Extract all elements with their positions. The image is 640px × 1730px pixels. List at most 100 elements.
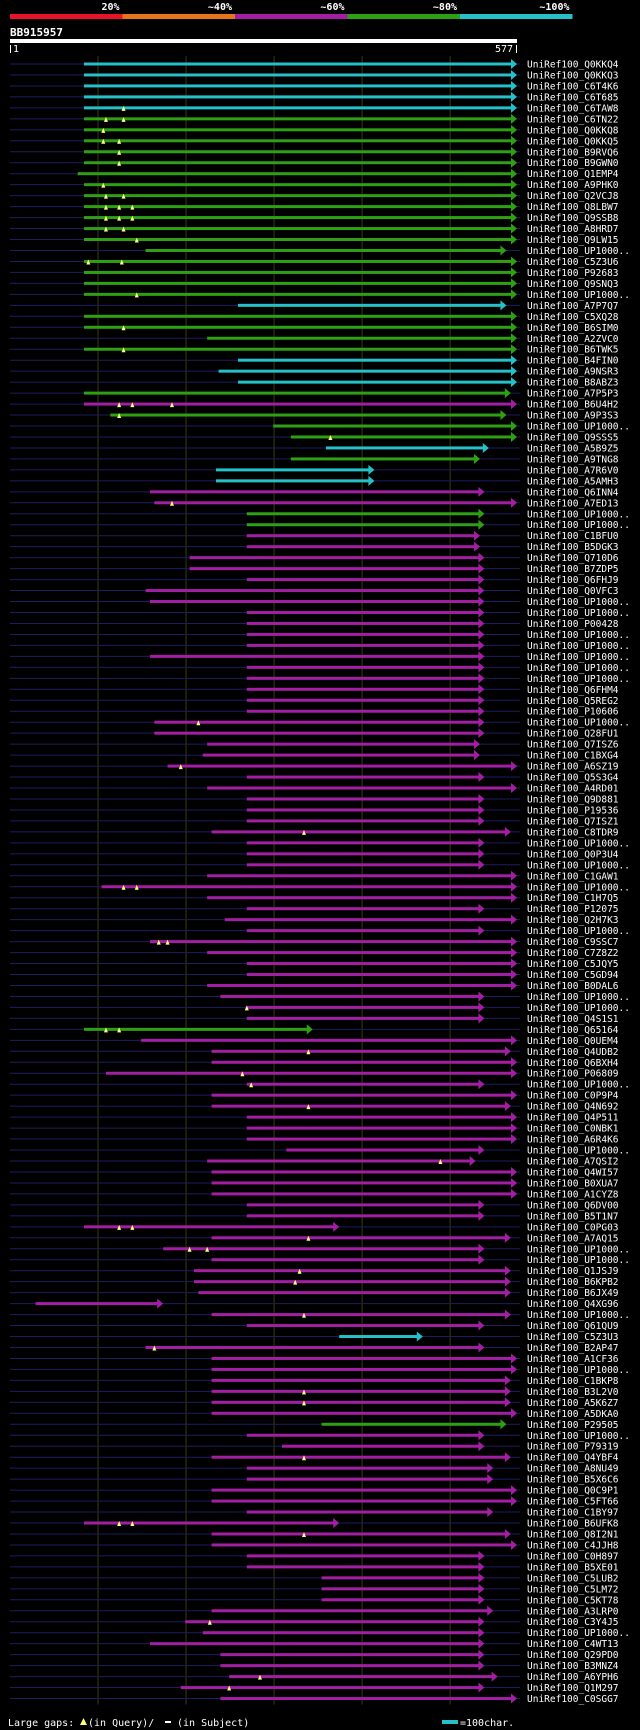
hit-label[interactable]: UniRef100_C0NBK1	[527, 1124, 619, 1135]
hit-label[interactable]: UniRef100_B9RVQ6	[527, 147, 619, 158]
hit-row[interactable]: UniRef100_B5XE01	[10, 1561, 619, 1574]
hit-row[interactable]: UniRef100_A2ZVC0	[10, 333, 619, 345]
hit-label[interactable]: UniRef100_Q6DV00	[527, 1200, 619, 1211]
hit-row[interactable]: UniRef100_Q6FHJ9	[10, 574, 619, 587]
hit-row[interactable]: UniRef100_C5FT66	[10, 1496, 619, 1508]
hit-label[interactable]: UniRef100_C5KT78	[527, 1595, 619, 1606]
hit-row[interactable]: UniRef100_Q9SSB8	[10, 212, 619, 225]
hit-row[interactable]: UniRef100_Q0UEM4	[10, 1035, 619, 1047]
hit-label[interactable]: UniRef100_B2AP47	[527, 1343, 619, 1354]
hit-row[interactable]: UniRef100_C0P9P4	[10, 1090, 619, 1102]
hit-row[interactable]: UniRef100_Q1M297	[10, 1682, 619, 1695]
hit-row[interactable]: UniRef100_Q4XG96	[10, 1298, 619, 1311]
hit-label[interactable]: UniRef100_Q5S3G4	[527, 773, 619, 784]
hit-row[interactable]: UniRef100_Q6FHM4	[10, 684, 619, 696]
hit-label[interactable]: UniRef100_UP1000..	[527, 520, 630, 531]
hit-label[interactable]: UniRef100_C0PG03	[527, 1222, 619, 1233]
hit-label[interactable]: UniRef100_Q1M297	[527, 1683, 619, 1694]
hit-row[interactable]: UniRef100_A7P7Q7	[10, 300, 619, 312]
hit-row[interactable]: UniRef100_A6SZ19	[10, 761, 619, 773]
hit-row[interactable]: UniRef100_B6SIM0	[10, 322, 619, 334]
hit-label[interactable]: UniRef100_B8ABZ3	[527, 378, 619, 389]
hit-row[interactable]: UniRef100_C1H7Q5	[10, 892, 619, 905]
hit-row[interactable]: UniRef100_P10606	[10, 706, 619, 718]
hit-row[interactable]: UniRef100_A4RD01	[10, 783, 619, 795]
hit-label[interactable]: UniRef100_UP1000..	[527, 838, 630, 849]
hit-row[interactable]: UniRef100_UP1000..	[10, 1627, 630, 1640]
hit-label[interactable]: UniRef100_Q4UDB2	[527, 1047, 619, 1058]
hit-row[interactable]: UniRef100_B5T1N7	[10, 1210, 619, 1223]
hit-row[interactable]: UniRef100_B5DGK3	[10, 541, 619, 554]
hit-row[interactable]: UniRef100_B9GWN0	[10, 157, 619, 170]
hit-row[interactable]: UniRef100_A8HRD7	[10, 223, 619, 236]
hit-label[interactable]: UniRef100_Q9SNQ3	[527, 279, 619, 290]
hit-row[interactable]: UniRef100_C7Z8Z2	[10, 947, 619, 960]
hit-label[interactable]: UniRef100_C0H897	[527, 1551, 619, 1562]
hit-row[interactable]: UniRef100_C5JQY5	[10, 958, 619, 971]
hit-row[interactable]: UniRef100_Q9LW15	[10, 234, 619, 247]
hit-row[interactable]: UniRef100_P79319	[10, 1441, 619, 1453]
hit-row[interactable]: UniRef100_C9SSC7	[10, 936, 619, 949]
hit-label[interactable]: UniRef100_Q0C9P1	[527, 1486, 619, 1497]
hit-row[interactable]: UniRef100_UP1000..	[10, 1243, 630, 1256]
hit-label[interactable]: UniRef100_P12075	[527, 904, 619, 915]
hit-row[interactable]: UniRef100_A7AQ15	[10, 1232, 619, 1245]
hit-row[interactable]: UniRef100_C4JJH8	[10, 1539, 619, 1552]
hit-row[interactable]: UniRef100_UP1000..	[10, 673, 630, 685]
hit-label[interactable]: UniRef100_UP1000..	[527, 926, 630, 937]
hit-row[interactable]: UniRef100_UP1000..	[10, 925, 630, 938]
hit-row[interactable]: UniRef100_Q0C9P1	[10, 1485, 619, 1497]
hit-label[interactable]: UniRef100_C1H7Q5	[527, 893, 619, 904]
hit-row[interactable]: UniRef100_C6T685	[10, 91, 619, 104]
hit-row[interactable]: UniRef100_UP1000..	[10, 1145, 630, 1157]
hit-label[interactable]: UniRef100_A6R4K6	[527, 1135, 619, 1146]
hit-row[interactable]: UniRef100_UP1000..	[10, 421, 630, 433]
hit-label[interactable]: UniRef100_P92683	[527, 268, 619, 279]
hit-row[interactable]: UniRef100_UP1000..	[10, 1309, 630, 1322]
hit-label[interactable]: UniRef100_Q4YBF4	[527, 1453, 619, 1464]
hit-label[interactable]: UniRef100_Q7ISZ6	[527, 740, 619, 751]
hit-label[interactable]: UniRef100_Q29PD0	[527, 1650, 619, 1661]
hit-label[interactable]: UniRef100_Q6INN4	[527, 487, 619, 498]
hit-label[interactable]: UniRef100_UP1000..	[527, 597, 630, 608]
hit-row[interactable]: UniRef100_Q9D881	[10, 793, 619, 806]
hit-row[interactable]: UniRef100_Q6DV00	[10, 1199, 619, 1212]
hit-label[interactable]: UniRef100_UP1000..	[527, 652, 630, 663]
hit-label[interactable]: UniRef100_Q4XG96	[527, 1299, 619, 1310]
hit-label[interactable]: UniRef100_Q0P3U4	[527, 849, 619, 860]
hit-row[interactable]: UniRef100_C1BKP8	[10, 1375, 619, 1387]
hit-label[interactable]: UniRef100_UP1000..	[527, 1244, 630, 1255]
hit-row[interactable]: UniRef100_UP1000..	[10, 596, 630, 609]
hit-label[interactable]: UniRef100_A5AMH3	[527, 476, 619, 487]
hit-row[interactable]: UniRef100_A9PHK0	[10, 179, 619, 192]
hit-row[interactable]: UniRef100_A9TNG8	[10, 453, 619, 466]
hit-row[interactable]: UniRef100_B2AP47	[10, 1342, 619, 1354]
hit-label[interactable]: UniRef100_C6TN22	[527, 114, 619, 125]
hit-label[interactable]: UniRef100_C5XQ28	[527, 312, 619, 323]
hit-row[interactable]: UniRef100_C5GD94	[10, 969, 619, 982]
hit-label[interactable]: UniRef100_C1BKP8	[527, 1376, 619, 1387]
hit-row[interactable]: UniRef100_Q4UDB2	[10, 1046, 619, 1058]
hit-label[interactable]: UniRef100_UP1000..	[527, 1003, 630, 1014]
hit-label[interactable]: UniRef100_UP1000..	[527, 1146, 630, 1157]
hit-row[interactable]: UniRef100_Q7ISZ1	[10, 815, 619, 828]
hit-label[interactable]: UniRef100_B0XUA7	[527, 1178, 619, 1189]
hit-label[interactable]: UniRef100_P00428	[527, 619, 619, 630]
hit-label[interactable]: UniRef100_Q0KKQ4	[527, 60, 619, 71]
hit-label[interactable]: UniRef100_A9P3S3	[527, 411, 619, 422]
hit-label[interactable]: UniRef100_Q1JSJ9	[527, 1266, 619, 1277]
hit-label[interactable]: UniRef100_C6T685	[527, 92, 619, 103]
hit-row[interactable]: UniRef100_Q0KKQ3	[10, 69, 619, 82]
hit-row[interactable]: UniRef100_UP1000..	[10, 508, 630, 521]
hit-row[interactable]: UniRef100_UP1000..	[10, 881, 630, 894]
hit-label[interactable]: UniRef100_UP1000..	[527, 641, 630, 652]
hit-label[interactable]: UniRef100_C5LUB2	[527, 1573, 619, 1584]
hit-row[interactable]: UniRef100_A5K6Z7	[10, 1397, 619, 1409]
hit-row[interactable]: UniRef100_P00428	[10, 618, 619, 630]
hit-row[interactable]: UniRef100_C6TAW8	[10, 102, 619, 115]
hit-row[interactable]: UniRef100_C0SGG7	[10, 1693, 619, 1706]
hit-row[interactable]: UniRef100_Q4P511	[10, 1112, 619, 1124]
hit-label[interactable]: UniRef100_C8TDR9	[527, 827, 619, 838]
hit-label[interactable]: UniRef100_B4FIN0	[527, 356, 619, 367]
hit-label[interactable]: UniRef100_UP1000..	[527, 1365, 630, 1376]
